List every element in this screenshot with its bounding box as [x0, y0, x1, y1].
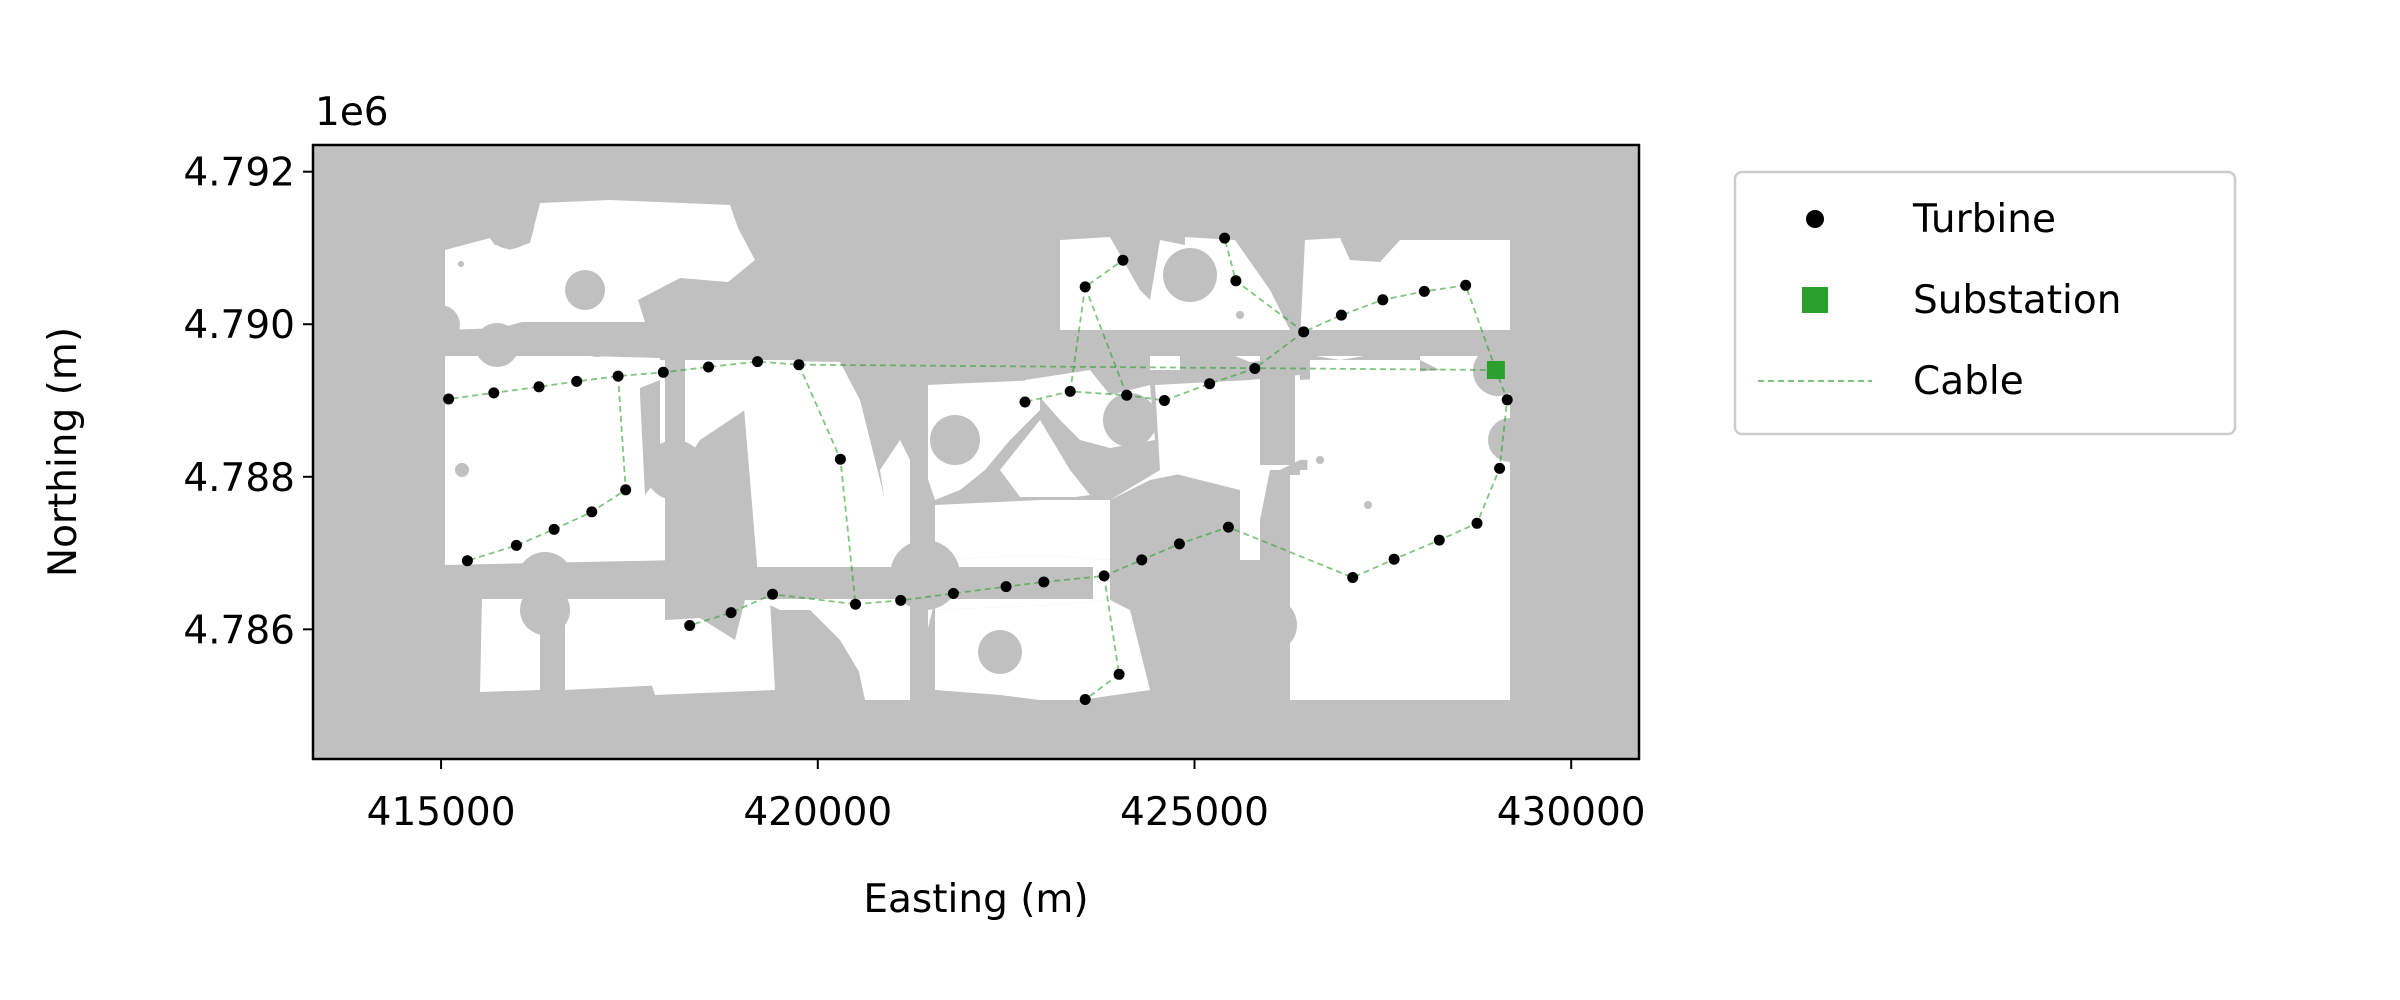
- turbine-point: [1460, 279, 1472, 291]
- turbine-point: [1173, 538, 1185, 550]
- turbine-point: [1117, 254, 1129, 266]
- cable-segment: [467, 376, 627, 562]
- turbine-point: [1433, 534, 1445, 546]
- legend-substation-marker: [1802, 287, 1828, 313]
- turbine-point: [1121, 389, 1133, 401]
- substation-marker: [1486, 361, 1505, 379]
- x-axis-label: Easting (m): [863, 877, 1088, 922]
- turbine-point: [1222, 521, 1234, 533]
- turbine-point: [548, 523, 560, 535]
- turbine-point: [1158, 395, 1170, 406]
- turbine-point: [657, 366, 669, 378]
- turbine-point: [488, 387, 500, 399]
- x-tick-label: 425000: [1120, 790, 1269, 835]
- turbine-point: [1230, 275, 1242, 287]
- turbine-point: [571, 375, 583, 387]
- legend-turbine-label: Turbine: [1912, 197, 2056, 242]
- exclusion-circles: [420, 201, 1532, 730]
- y-offset-label: 1e6: [315, 90, 389, 135]
- legend: Turbine Substation Cable: [1733, 170, 2237, 436]
- turbine-point: [834, 453, 846, 465]
- turbine-point: [767, 588, 779, 600]
- turbine-point: [586, 506, 598, 518]
- turbine-point: [793, 359, 805, 371]
- turbine-point: [1098, 570, 1110, 582]
- cable-segment: [855, 369, 1509, 606]
- turbine-point: [1038, 576, 1050, 588]
- y-axis-label: Northing (m): [41, 327, 86, 577]
- y-tick-label: 4.792: [183, 151, 295, 196]
- turbine-point: [1335, 309, 1347, 321]
- turbine-point: [1136, 554, 1148, 566]
- turbine-point: [1388, 553, 1400, 565]
- turbine-point: [895, 594, 907, 606]
- cable-segment: [1084, 575, 1121, 701]
- x-axis: 415000 420000 425000 430000: [367, 759, 1646, 835]
- y-tick-label: 4.786: [183, 608, 295, 653]
- turbine-point: [947, 588, 959, 599]
- turbine-point: [684, 620, 696, 631]
- turbine-layer: [443, 232, 1513, 705]
- cable-segment: [689, 364, 857, 627]
- turbine-point: [533, 381, 545, 393]
- turbine-point: [1079, 694, 1091, 705]
- plot-area: [313, 145, 1639, 759]
- turbine-point: [1298, 326, 1310, 338]
- turbine-point: [1064, 385, 1076, 397]
- axes-frame: [311, 143, 1641, 761]
- turbine-point: [1000, 581, 1012, 593]
- turbine-point: [850, 598, 861, 610]
- legend-turbine-marker: [1806, 210, 1824, 228]
- turbine-point: [1377, 294, 1389, 306]
- exclusion-bands: [313, 300, 1639, 710]
- y-tick-label: 4.790: [183, 303, 295, 348]
- turbine-point: [443, 393, 455, 405]
- turbine-point: [1471, 517, 1483, 529]
- turbine-point: [703, 361, 714, 373]
- cable-segment: [1024, 284, 1497, 403]
- legend-cable-label: Cable: [1913, 359, 2024, 404]
- turbine-point: [1079, 281, 1091, 293]
- turbine-point: [1418, 285, 1430, 297]
- legend-box: [1733, 170, 2237, 436]
- turbine-point: [725, 607, 737, 619]
- y-tick-label: 4.788: [183, 456, 295, 501]
- turbine-point: [620, 484, 632, 496]
- x-tick-label: 430000: [1497, 790, 1646, 835]
- turbine-point: [1501, 394, 1513, 406]
- turbine-point: [612, 370, 624, 382]
- legend-substation-label: Substation: [1913, 278, 2121, 323]
- turbine-point: [752, 356, 763, 368]
- x-tick-label: 420000: [743, 790, 892, 835]
- x-tick-label: 415000: [367, 790, 516, 835]
- turbine-point: [1347, 572, 1359, 583]
- y-axis: 4.786 4.788 4.790 4.792: [183, 151, 313, 653]
- turbine-point: [1204, 378, 1216, 390]
- turbine-point: [1249, 363, 1261, 374]
- turbine-point: [1219, 232, 1231, 244]
- turbine-point: [1113, 668, 1125, 680]
- turbine-point: [461, 555, 473, 567]
- turbine-point: [1019, 396, 1031, 408]
- turbine-point: [1494, 462, 1506, 474]
- cable-segment: [448, 360, 1496, 400]
- turbine-point: [510, 539, 522, 551]
- cable-segment: [1069, 286, 1087, 392]
- substation-layer: [1486, 361, 1505, 379]
